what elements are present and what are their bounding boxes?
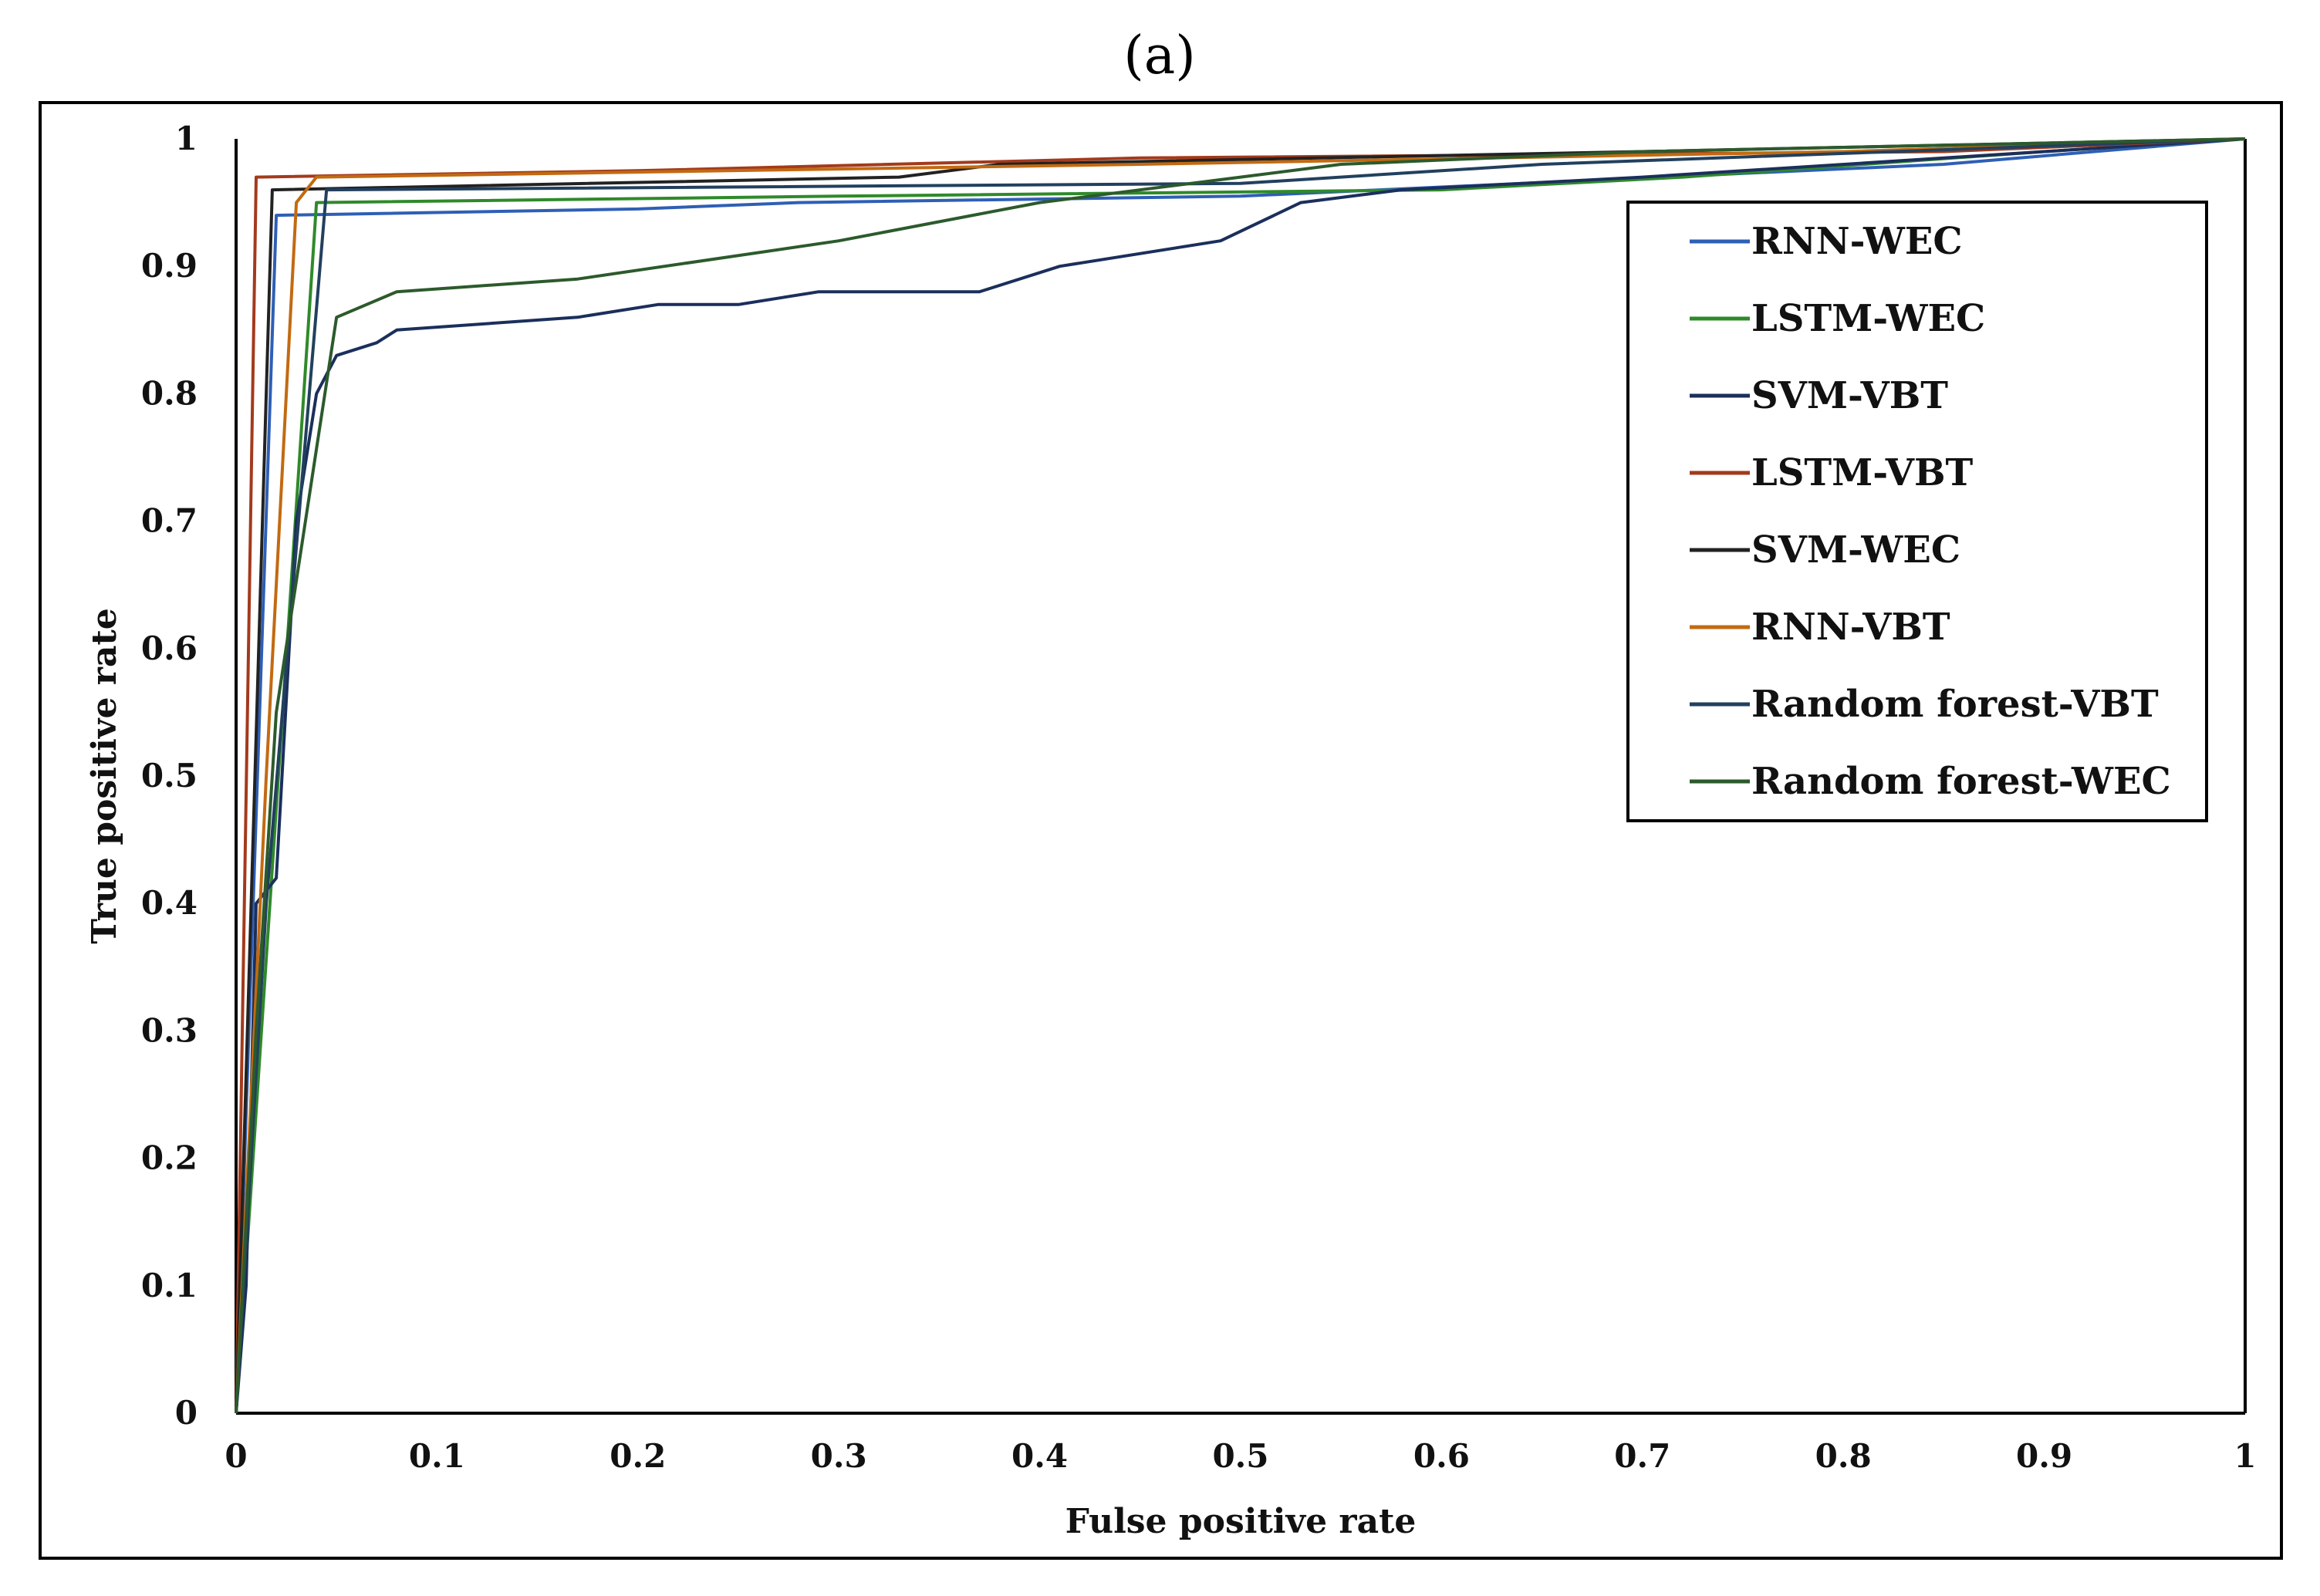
x-tick-label: 0.4 — [1011, 1437, 1068, 1475]
series-lines — [235, 137, 2246, 1414]
x-tick-label: 0.6 — [1413, 1437, 1470, 1475]
legend-label: LSTM-WEC — [1751, 297, 1985, 340]
legend-label: RNN-VBT — [1751, 606, 1950, 649]
y-tick-label: 0.1 — [141, 1267, 198, 1304]
y-tick-label: 0.5 — [141, 757, 198, 795]
x-axis-title: Fulse positive rate — [1065, 1502, 1417, 1541]
legend-label: LSTM-VBT — [1751, 451, 1974, 494]
y-tick-label: 0.6 — [141, 629, 198, 667]
x-tick-label: 0.7 — [1614, 1437, 1670, 1475]
series-line-random-forest-wec — [235, 137, 2246, 1414]
legend-label: SVM-VBT — [1751, 374, 1948, 417]
series-line-svm-vbt — [235, 137, 2246, 1414]
panel-label: (a) — [1123, 25, 1196, 86]
legend-label: SVM-WEC — [1751, 528, 1960, 572]
y-tick-label: 0.8 — [141, 374, 198, 412]
x-tick-label: 0.8 — [1815, 1437, 1872, 1475]
figure-frame — [39, 101, 2283, 1560]
x-tick-label: 1 — [2234, 1437, 2256, 1475]
legend-label: Random forest-VBT — [1751, 683, 2159, 726]
y-tick-label: 0.3 — [141, 1011, 198, 1049]
y-tick-label: 0.2 — [141, 1139, 198, 1177]
y-tick-labels: 0 0.1 0.2 0.3 0.4 0.5 0.6 0.7 0.8 0.9 1 — [141, 120, 198, 1432]
x-tick-label: 0.9 — [2016, 1437, 2072, 1475]
y-tick-label: 0.7 — [141, 502, 198, 540]
legend-label: Random forest-WEC — [1751, 760, 2171, 803]
legend: RNN-WEC LSTM-WEC SVM-VBT LSTM-VBT SVM-WEC RNN… — [1626, 201, 2208, 822]
y-tick-label: 0.4 — [141, 884, 198, 922]
x-tick-labels: 0 0.1 0.2 0.3 0.4 0.5 0.6 0.7 0.8 0.9 1 — [225, 1437, 2256, 1475]
series-line-rnn-wec — [235, 137, 2246, 1414]
x-tick-label: 0.5 — [1212, 1437, 1268, 1475]
x-tick-label: 0.3 — [811, 1437, 867, 1475]
series-line-rnn-vbt — [235, 137, 2246, 1414]
series-line-random-forest-vbt — [235, 137, 2246, 1414]
x-tick-label: 0.1 — [409, 1437, 465, 1475]
y-tick-label: 0 — [175, 1394, 198, 1432]
legend-label: RNN-WEC — [1751, 220, 1963, 263]
x-tick-label: 0 — [225, 1437, 247, 1475]
y-tick-label: 0.9 — [141, 247, 198, 285]
x-tick-label: 0.2 — [610, 1437, 666, 1475]
y-tick-label: 1 — [175, 120, 198, 157]
y-axis-title: True positive rate — [85, 608, 124, 944]
legend-box — [1626, 201, 2208, 822]
